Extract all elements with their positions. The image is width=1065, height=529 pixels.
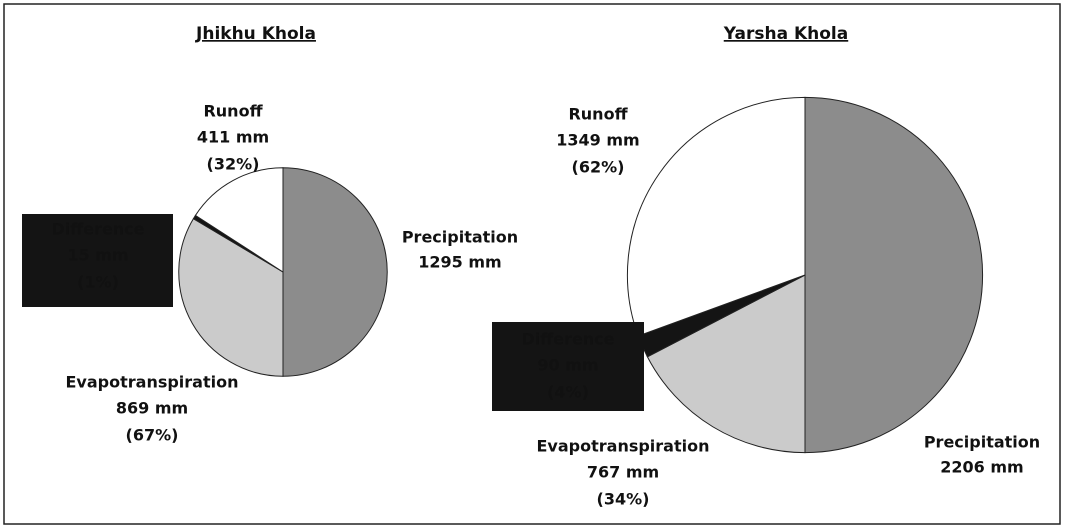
slice-label: Evapotranspiration — [66, 373, 239, 392]
chart-title: Jhikhu Khola — [195, 24, 316, 44]
slice-label: Difference — [521, 330, 614, 349]
slice-label: Runoff — [203, 102, 263, 121]
slice-label: Difference — [51, 220, 144, 239]
label-box — [22, 214, 173, 307]
pie-slice — [194, 167, 284, 273]
slice-label: Precipitation — [924, 433, 1040, 452]
slice-value: 1349 mm — [556, 131, 639, 150]
chart-title: Yarsha Khola — [723, 24, 848, 44]
slice-percent: (34%) — [597, 490, 650, 509]
pie-slice — [282, 167, 388, 377]
slice-value: 15 mm — [67, 246, 128, 265]
pie-slice — [804, 96, 983, 454]
slice-percent: (67%) — [126, 426, 179, 445]
frame — [3, 3, 1061, 525]
pie-slice — [178, 217, 284, 377]
slice-value: 411 mm — [197, 128, 269, 147]
slice-value: 1295 mm — [418, 253, 501, 272]
slice-percent: (4%) — [547, 383, 589, 402]
slice-value: 2206 mm — [940, 458, 1023, 477]
slice-label: Precipitation — [402, 228, 518, 247]
slice-label: Runoff — [568, 105, 628, 124]
slice-percent: (32%) — [207, 155, 260, 174]
pie-slice — [626, 96, 806, 337]
slice-percent: (62%) — [572, 158, 625, 177]
slice-percent: (1%) — [77, 273, 119, 292]
slice-value: 90 mm — [537, 356, 598, 375]
slice-label: Evapotranspiration — [537, 437, 710, 456]
slice-value: 767 mm — [587, 463, 659, 482]
slice-value: 869 mm — [116, 399, 188, 418]
label-box — [492, 322, 644, 411]
pie-slice — [646, 274, 806, 454]
